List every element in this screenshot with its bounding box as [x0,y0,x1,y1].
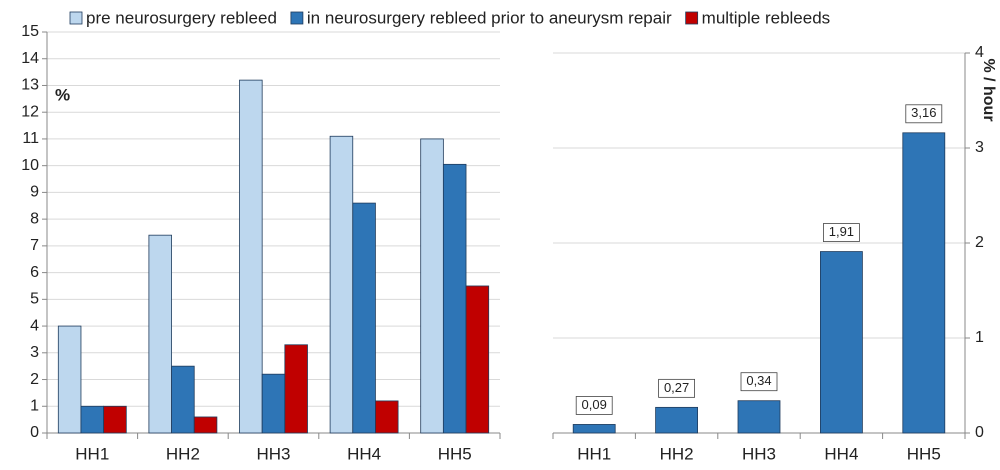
bar [442,163,467,434]
bar [375,400,399,434]
legend-swatch [290,11,304,25]
data-label: 0,09 [582,397,607,412]
legend-label: in neurosurgery rebleed prior to aneurys… [307,8,672,27]
y-tick-label: 1 [975,329,984,346]
data-label-box [658,378,695,398]
x-tick-label: HH2 [166,444,200,463]
bar [352,202,376,434]
y-axis-label: % / hour [980,58,997,121]
y-tick-label: 11 [22,130,39,147]
y-tick-label: 4 [30,317,39,334]
bar [284,344,308,434]
y-tick-label: 1 [30,397,39,414]
y-tick-label: 14 [21,50,39,67]
legend-label: pre neurosurgery rebleed [86,8,277,27]
data-label: 0,34 [746,373,771,388]
data-label-box [740,372,778,392]
bar [261,373,286,434]
y-tick-label: 9 [30,184,39,201]
bar [572,424,616,434]
x-tick-label: HH3 [256,444,290,463]
data-label-box [823,223,860,242]
x-tick-label: HH4 [824,444,858,463]
bar [193,416,218,434]
x-tick-label: HH1 [75,444,109,463]
x-tick-label: HH2 [660,444,694,463]
y-tick-label: 15 [21,23,39,40]
data-label-box [905,104,943,124]
y-tick-label: 3 [975,139,984,156]
x-tick-label: HH5 [907,444,941,463]
legend-label: multiple rebleeds [702,8,831,27]
x-tick-label: HH4 [347,444,381,463]
data-label: 1,91 [829,224,854,239]
y-tick-label: 7 [30,237,39,254]
bar [655,406,698,434]
bar [148,234,172,434]
y-tick-label: 8 [30,210,39,227]
x-tick-label: HH5 [438,444,472,463]
bar [57,325,82,434]
bar [171,365,195,434]
y-axis-label: % [55,85,70,104]
y-tick-label: 0 [30,424,39,441]
y-tick-label: 2 [975,234,984,251]
y-tick-label: 12 [21,103,39,120]
y-tick-label: 4 [975,44,984,61]
bar [902,132,946,434]
y-tick-label: 5 [30,291,39,308]
bar [420,138,444,434]
bar [329,135,354,434]
data-label: 3,16 [911,105,936,120]
data-label: 0,27 [664,380,689,395]
y-tick-label: 2 [30,371,39,388]
y-tick-label: 3 [30,344,39,361]
x-tick-label: HH3 [742,444,776,463]
bar [465,285,490,434]
y-tick-label: 0 [975,424,984,441]
y-tick-label: 10 [21,157,39,174]
bar [239,79,263,434]
y-tick-label: 13 [21,77,39,94]
bar [80,405,105,434]
data-label-box [575,396,613,415]
x-tick-label: HH1 [577,444,611,463]
bar [820,251,863,434]
y-tick-label: 6 [30,264,39,281]
bar [103,405,127,434]
legend-swatch [685,11,699,25]
legend-swatch [69,11,83,25]
bar [737,400,781,434]
